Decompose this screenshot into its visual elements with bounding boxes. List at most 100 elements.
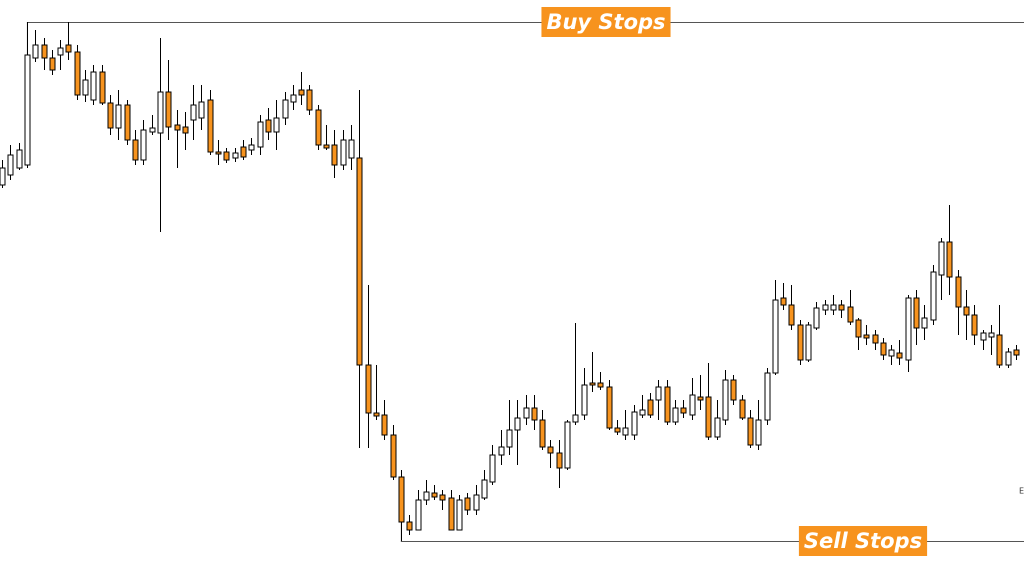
candle-body	[797, 324, 804, 361]
stop-label-box	[541, 7, 671, 37]
candle-body	[348, 139, 355, 159]
candle-body	[514, 417, 521, 431]
candle-body	[581, 384, 588, 416]
candle-body	[523, 407, 530, 419]
candle-body	[730, 379, 737, 401]
candle-body	[439, 494, 446, 501]
candle-body	[464, 497, 471, 511]
candle-body	[572, 414, 579, 423]
candle-body	[805, 324, 812, 361]
edge-label: E	[1019, 487, 1024, 496]
candle-body	[431, 492, 438, 498]
candle-body	[872, 334, 879, 344]
stop-label: Buy Stops	[546, 10, 665, 34]
candle-body	[298, 89, 305, 96]
candle-body	[115, 104, 122, 129]
candle-body	[331, 144, 338, 166]
candle-body	[257, 121, 264, 148]
candle-body	[198, 101, 205, 119]
candle-body	[265, 119, 272, 133]
candle-body	[74, 51, 81, 96]
candle-body	[556, 452, 563, 469]
candle-body	[531, 407, 538, 421]
stop-label-box	[798, 526, 928, 556]
candle-body	[248, 144, 255, 151]
candle-body	[631, 411, 638, 436]
candle-body	[323, 144, 330, 149]
candle-body	[448, 497, 455, 531]
candle-body	[149, 127, 156, 133]
candle-body	[32, 44, 39, 59]
candle-body	[780, 297, 787, 306]
candle-body	[664, 386, 671, 423]
candle-body	[672, 407, 679, 423]
candle-body	[406, 521, 413, 531]
candle-body	[273, 117, 280, 133]
candle-body	[182, 126, 189, 134]
candle-body	[614, 427, 621, 433]
candle-body	[232, 152, 239, 159]
candle-body	[456, 499, 463, 531]
candle-body	[16, 149, 23, 169]
candle-body	[772, 299, 779, 374]
candle-body	[24, 54, 31, 166]
candle-body	[988, 332, 995, 338]
candle-body	[539, 419, 546, 448]
candle-body	[1005, 351, 1012, 366]
candle-body	[597, 382, 604, 388]
candle-body	[315, 109, 322, 146]
candle-body	[622, 427, 629, 436]
candle-body	[82, 79, 89, 96]
candle-body	[306, 89, 313, 111]
candle-body	[489, 454, 496, 483]
candle-body	[689, 394, 696, 416]
candle-body	[930, 271, 937, 321]
candle-body	[547, 446, 554, 454]
candle-body	[680, 407, 687, 414]
candle-body	[822, 304, 829, 311]
candle-body	[373, 412, 380, 417]
candle-body	[365, 364, 372, 414]
candle-body	[356, 157, 363, 366]
candle-body	[946, 241, 953, 278]
candle-body	[647, 399, 654, 416]
candle-body	[41, 44, 48, 59]
candle-body	[938, 241, 945, 276]
candle-body	[99, 71, 106, 104]
candle-body	[921, 317, 928, 329]
candle-body	[764, 372, 771, 421]
candle-body	[880, 342, 887, 356]
candle-body	[963, 306, 970, 316]
candle-body	[423, 491, 430, 501]
candle-body	[838, 304, 845, 311]
candle-body	[132, 139, 139, 161]
candle-body	[739, 399, 746, 419]
candle-body	[971, 314, 978, 336]
candle-body	[240, 146, 247, 158]
candle-body	[7, 154, 14, 176]
candle-body	[498, 446, 505, 456]
candle-body	[888, 349, 895, 357]
candle-body	[855, 319, 862, 338]
candle-body	[996, 334, 1003, 366]
candle-body	[714, 417, 721, 438]
candle-body	[90, 71, 97, 101]
candle-body	[65, 44, 72, 53]
candle-body	[697, 396, 704, 401]
candle-body	[282, 99, 289, 119]
candle-body	[1013, 349, 1020, 356]
candle-body	[847, 306, 854, 323]
candle-body	[896, 352, 903, 359]
candle-body	[755, 419, 762, 446]
candle-body	[190, 104, 197, 121]
candle-body	[290, 94, 297, 103]
candle-body	[390, 434, 397, 478]
candle-body	[207, 99, 214, 153]
candle-body	[606, 386, 613, 429]
candle-body	[0, 167, 6, 186]
candle-body	[165, 91, 172, 128]
candle-body	[57, 47, 64, 56]
candle-body	[506, 429, 513, 448]
candle-body	[140, 129, 147, 161]
